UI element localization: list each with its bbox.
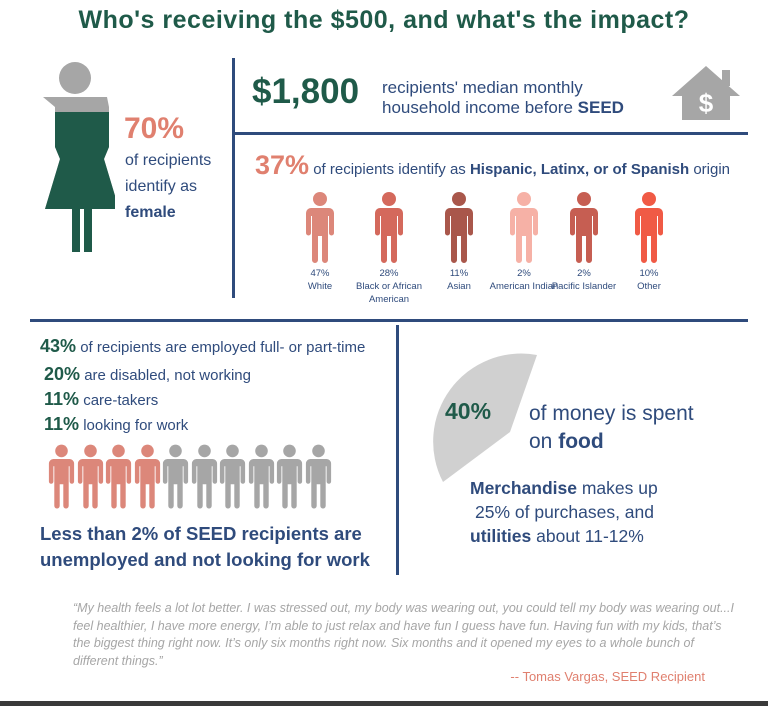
employment-percent: 43%: [40, 336, 77, 356]
hispanic-after: origin: [689, 161, 731, 178]
income-bold: SEED: [577, 98, 624, 117]
merch-t3: about 11-12%: [531, 526, 644, 546]
food-percent: 40%: [445, 398, 492, 424]
divider: [30, 319, 748, 322]
person-icon: [48, 444, 75, 515]
person-icon: [105, 444, 132, 515]
divider: [396, 325, 399, 575]
female-bold: female: [125, 204, 176, 221]
hispanic-bold: Hispanic, Latinx, or of Spanish: [469, 161, 690, 178]
person-icon: [305, 444, 332, 515]
food-bold: food: [558, 430, 604, 453]
employment-text: of recipients are employed full- or part…: [80, 339, 366, 356]
race-item: 2% Pacific Islander: [539, 192, 629, 293]
race-label: White: [307, 281, 333, 292]
food-line2: on: [529, 430, 559, 453]
race-item: 28% Black or African American: [344, 192, 434, 306]
food-line1: of money is spent: [529, 402, 694, 425]
employment-percent: 20%: [44, 364, 81, 384]
race-label: Asian: [447, 281, 471, 292]
person-icon: [248, 444, 275, 515]
race-item: 10% Other: [604, 192, 694, 293]
race-label: Other: [637, 281, 661, 292]
income-amount: $1,800: [252, 72, 360, 111]
female-percent: 70%: [124, 112, 185, 145]
person-icon: [539, 192, 629, 264]
employment-text: are disabled, not working: [84, 367, 251, 384]
race-percent: 47%: [310, 268, 330, 279]
divider: [235, 132, 748, 135]
utilities-bold: utilities: [470, 526, 532, 546]
divider: [232, 58, 235, 298]
female-line1: of recipients: [125, 152, 212, 169]
merch-t2: 25% of purchases, and: [475, 502, 655, 522]
person-icon: [191, 444, 218, 515]
quote-attribution: -- Tomas Vargas, SEED Recipient: [510, 669, 705, 684]
person-icon: [275, 192, 365, 264]
race-percent: 2%: [517, 268, 531, 279]
income-line1: recipients' median monthly: [382, 78, 583, 97]
income-line2: household income before: [382, 98, 578, 117]
employment-item: 43% of recipients are employed full- or …: [40, 336, 365, 357]
unemployed-text: Less than 2% of SEED recipients are unem…: [40, 521, 370, 573]
employment-percent: 11%: [44, 389, 80, 409]
race-label: Black or African American: [356, 281, 422, 305]
house-dollar-icon: $: [672, 66, 740, 120]
race-item: 2% American Indian: [479, 192, 569, 293]
female-line2: identify as: [125, 178, 198, 195]
unemployed-line1: Less than 2% of SEED recipients are: [40, 523, 362, 544]
race-item: 11% Asian: [414, 192, 504, 293]
svg-text:$: $: [699, 88, 714, 118]
employment-item: 11% care-takers: [44, 389, 158, 410]
person-icon: [134, 444, 161, 515]
quote: “My health feels a lot lot better. I was…: [73, 601, 734, 668]
food-pie-slice: [433, 353, 537, 482]
employment-item: 20% are disabled, not working: [44, 364, 251, 385]
race-percent: 10%: [639, 268, 659, 279]
person-icon: [219, 444, 246, 515]
food-text: of money is spent on food: [529, 400, 694, 456]
merch-t1: makes up: [576, 478, 658, 498]
merch-text: Merchandise makes up 25% of purchases, a…: [470, 476, 658, 548]
person-icon: [162, 444, 189, 515]
bottom-border: [0, 701, 768, 706]
unemployed-line2: unemployed and not looking for work: [40, 549, 370, 570]
income-text: recipients' median monthly household inc…: [382, 78, 624, 118]
employment-item: 11% looking for work: [44, 414, 188, 435]
employment-text: care-takers: [83, 392, 159, 409]
person-icon: [276, 444, 303, 515]
race-label: American Indian: [489, 281, 559, 292]
race-percent: 2%: [577, 268, 591, 279]
hispanic-text: 37% of recipients identify as Hispanic, …: [255, 150, 730, 181]
person-icon: [479, 192, 569, 264]
person-icon: [77, 444, 104, 515]
page-title: Who's receiving the $500, and what's the…: [78, 6, 690, 34]
person-icon: [344, 192, 434, 264]
person-icon: [604, 192, 694, 264]
hispanic-percent: 37%: [255, 150, 310, 180]
race-label: Pacific Islander: [551, 281, 617, 292]
employment-text: looking for work: [83, 417, 189, 434]
race-item: 47% White: [275, 192, 365, 293]
race-percent: 11%: [449, 268, 469, 279]
female-text: of recipients identify as female: [125, 148, 211, 226]
employment-percent: 11%: [44, 414, 80, 434]
hispanic-line: of recipients identify as: [309, 161, 470, 178]
race-percent: 28%: [379, 268, 399, 279]
merch-bold: Merchandise: [470, 478, 577, 498]
person-icon: [414, 192, 504, 264]
female-figure-icon: [43, 62, 115, 252]
